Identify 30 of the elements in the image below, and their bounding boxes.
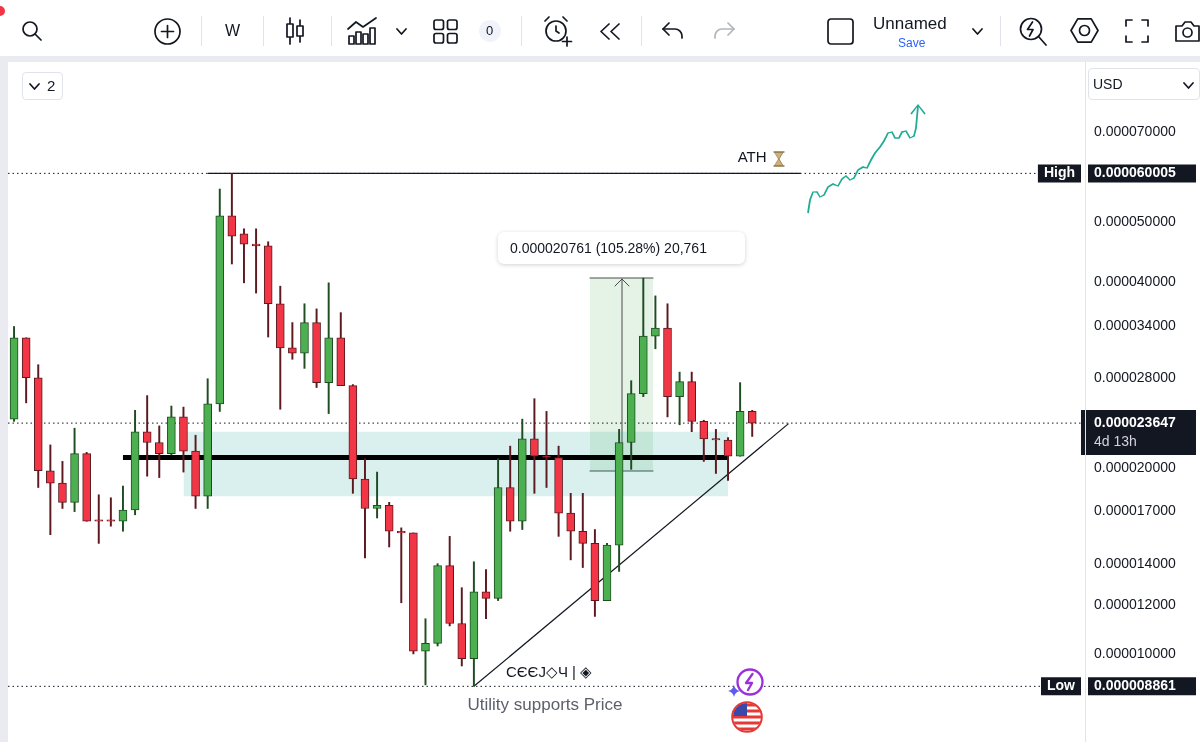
candlestick bbox=[106, 497, 116, 527]
y-tick-label: 0.000014000 bbox=[1094, 554, 1176, 571]
annotation: 2 bbox=[47, 77, 56, 95]
ref-line-label: High bbox=[1043, 164, 1075, 181]
text: 0 bbox=[486, 23, 494, 39]
y-tick-label: 0.000034000 bbox=[1094, 316, 1176, 333]
text: Utility supports Price bbox=[467, 695, 623, 716]
y-tick-label: 0.000050000 bbox=[1094, 213, 1176, 230]
y-tick-label: 0.000017000 bbox=[1094, 502, 1176, 519]
y-tick-label: 0.000012000 bbox=[1094, 595, 1176, 612]
y-tick-label: 0.000023647 bbox=[1094, 413, 1176, 430]
ref-line-label: Low bbox=[1047, 677, 1076, 694]
y-tick-label: 0.000020000 bbox=[1094, 458, 1176, 475]
y-axis-title: USD bbox=[1093, 76, 1123, 93]
text: Save bbox=[898, 36, 926, 51]
text: Unnamed bbox=[873, 14, 947, 35]
ref-line-label: 4d 13h bbox=[1094, 432, 1137, 449]
y-tick-label: 0.000008861 bbox=[1094, 677, 1176, 694]
candlestick bbox=[711, 429, 721, 474]
y-tick-label: 0.000060005 bbox=[1094, 164, 1176, 181]
y-tick-label: 0.000028000 bbox=[1094, 368, 1176, 385]
y-tick-label: 0.000040000 bbox=[1094, 273, 1176, 289]
y-tick-label: 0.000010000 bbox=[1094, 644, 1176, 661]
candlestick bbox=[94, 494, 104, 544]
y-tick-label: 0.000070000 bbox=[1094, 122, 1176, 139]
text: W bbox=[225, 21, 241, 41]
candlestick bbox=[372, 471, 382, 519]
series-label: ATH bbox=[737, 147, 767, 165]
annotation: CЄЄJ◇Ч | ◈ bbox=[506, 663, 593, 681]
annotation: 0.000020761 (105.28%) 20,761 bbox=[510, 240, 707, 257]
